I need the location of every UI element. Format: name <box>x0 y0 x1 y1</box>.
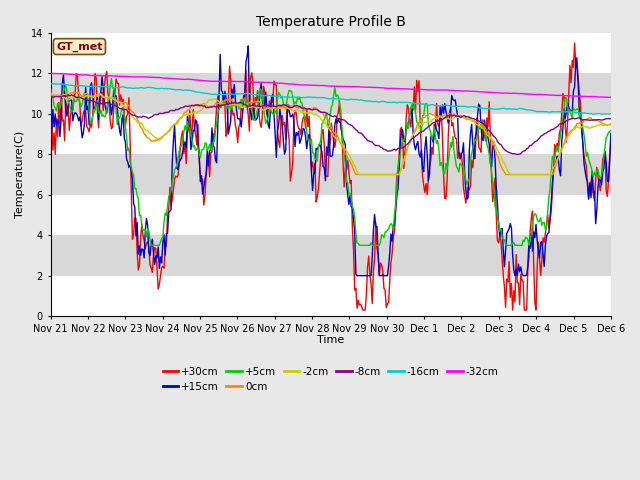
Title: Temperature Profile B: Temperature Profile B <box>256 15 406 29</box>
Text: GT_met: GT_met <box>56 41 102 52</box>
Bar <box>51 114 611 154</box>
X-axis label: Time: Time <box>317 335 344 345</box>
Bar <box>51 33 611 73</box>
Legend: +30cm, +15cm, +5cm, 0cm, -2cm, -8cm, -16cm, -32cm: +30cm, +15cm, +5cm, 0cm, -2cm, -8cm, -16… <box>159 362 503 396</box>
Bar <box>51 235 611 276</box>
Bar <box>51 195 611 235</box>
Bar <box>51 154 611 195</box>
Bar <box>51 276 611 316</box>
Bar <box>51 73 611 114</box>
Y-axis label: Temperature(C): Temperature(C) <box>15 131 25 218</box>
